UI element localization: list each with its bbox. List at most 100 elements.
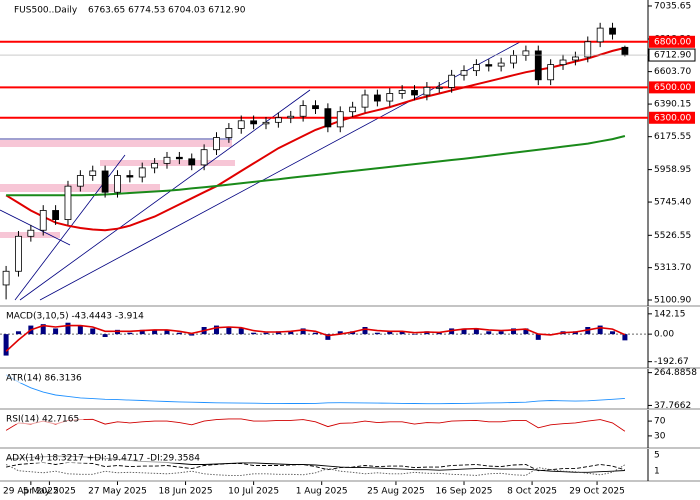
- trend-line: [0, 209, 71, 246]
- moving-average: [5, 46, 626, 232]
- candle-body: [299, 105, 307, 117]
- y-tick-label: 5100.90: [654, 296, 691, 306]
- candle-body: [27, 229, 35, 237]
- histogram-bar: [461, 328, 467, 335]
- candle-body: [64, 185, 72, 220]
- candle-body: [89, 170, 97, 176]
- y-tick-label: 5745.40: [654, 198, 691, 208]
- level-label-box: [649, 111, 695, 124]
- zone: [0, 140, 232, 147]
- histogram-bar: [102, 334, 108, 337]
- histogram-bar: [238, 328, 244, 335]
- histogram-bar: [251, 332, 257, 335]
- y-tick-label: 6175.55: [654, 132, 691, 142]
- histogram-bar: [399, 331, 405, 335]
- candle-body: [448, 74, 456, 88]
- histogram-bar: [535, 334, 541, 340]
- histogram-bar: [362, 327, 368, 335]
- indicator-label-bg: [4, 372, 84, 383]
- histogram-bar: [176, 332, 182, 335]
- histogram-bar: [523, 328, 529, 335]
- candle-body: [435, 86, 443, 89]
- level-label: 6500.00: [654, 83, 691, 93]
- candle-body: [200, 149, 208, 166]
- candle-body: [312, 105, 319, 110]
- indicator-label: ADX(14) 18.3217 +DI:19.4717 -DI:29.3584: [6, 454, 200, 464]
- histogram-bar: [77, 325, 83, 335]
- trend-line: [39, 41, 521, 301]
- histogram-bar: [436, 332, 442, 335]
- y-tick-label: 5526.55: [654, 231, 691, 241]
- histogram-bar: [90, 328, 96, 335]
- candle-body: [138, 167, 146, 178]
- histogram-bar: [337, 331, 343, 335]
- histogram-bar: [127, 332, 133, 335]
- y-tick-label: 5: [654, 451, 660, 461]
- histogram-bar: [597, 325, 603, 335]
- histogram-bar: [288, 331, 294, 335]
- last-price-label: 6712.90: [654, 51, 691, 61]
- candle-body: [411, 90, 418, 96]
- histogram-bar: [53, 328, 59, 335]
- histogram-bar: [387, 331, 393, 335]
- y-tick-label: 264.8858: [654, 368, 697, 378]
- y-tick-label: 6603.70: [654, 67, 691, 77]
- candle-body: [361, 94, 369, 108]
- indicator-label: MACD(3,10,5) -43.4443 -3.914: [6, 312, 144, 322]
- y-tick-label: 1: [654, 467, 660, 477]
- y-tick-label: 142.15: [654, 309, 686, 319]
- candle-body: [534, 50, 542, 81]
- indicator-line: [5, 374, 625, 405]
- x-tick-label: 5 May 2025: [23, 487, 76, 497]
- histogram-bar: [65, 322, 71, 335]
- trend-line: [19, 89, 311, 301]
- candle-body: [175, 156, 183, 160]
- indicator-line: [5, 324, 626, 352]
- x-tick-label: 10 Jul 2025: [228, 487, 279, 497]
- candle-body: [497, 62, 505, 67]
- histogram-bar: [610, 331, 616, 335]
- histogram-bar: [3, 334, 9, 356]
- y-tick-label: 5313.70: [654, 263, 691, 273]
- histogram-bar: [189, 334, 195, 336]
- x-tick-label: 16 Sep 2025: [435, 487, 492, 497]
- candle-body: [15, 235, 22, 272]
- candle-body: [485, 64, 493, 67]
- candle-body: [559, 59, 567, 65]
- histogram-bar: [300, 328, 306, 335]
- candle-body: [274, 117, 282, 123]
- histogram-bar: [374, 332, 380, 335]
- indicator-line: [5, 418, 626, 432]
- histogram-bar: [40, 324, 46, 335]
- histogram-bar: [412, 334, 418, 335]
- candle-body: [547, 64, 555, 81]
- x-tick-label: 1 Aug 2025: [296, 487, 348, 497]
- histogram-bar: [152, 329, 158, 335]
- indicator-label-bg: [4, 452, 211, 463]
- histogram-bar: [486, 331, 492, 335]
- candle-body: [349, 106, 357, 113]
- last-price-box: [648, 48, 696, 62]
- x-tick-label: 29 Oct 2025: [569, 487, 625, 497]
- level-label-box: [649, 35, 695, 48]
- candle-body: [398, 90, 406, 94]
- chart-title: FUS500..Daily: [14, 6, 78, 16]
- candle-body: [52, 210, 59, 220]
- candle-body: [609, 27, 616, 35]
- candle-body: [324, 108, 332, 128]
- indicator-label-bg: [4, 413, 84, 424]
- y-tick-label: 70: [654, 417, 666, 427]
- histogram-bar: [313, 332, 318, 335]
- candle-body: [287, 115, 295, 119]
- histogram-bar: [213, 325, 219, 335]
- level-label: 6800.00: [654, 37, 691, 47]
- candle-body: [522, 50, 530, 56]
- candle-body: [213, 137, 220, 151]
- candle-body: [572, 56, 579, 61]
- candle-body: [225, 128, 233, 138]
- y-tick-label: 0.00: [654, 330, 674, 340]
- candle-body: [584, 41, 592, 58]
- y-tick-label: 37.7662: [654, 401, 691, 411]
- histogram-bar: [473, 328, 479, 335]
